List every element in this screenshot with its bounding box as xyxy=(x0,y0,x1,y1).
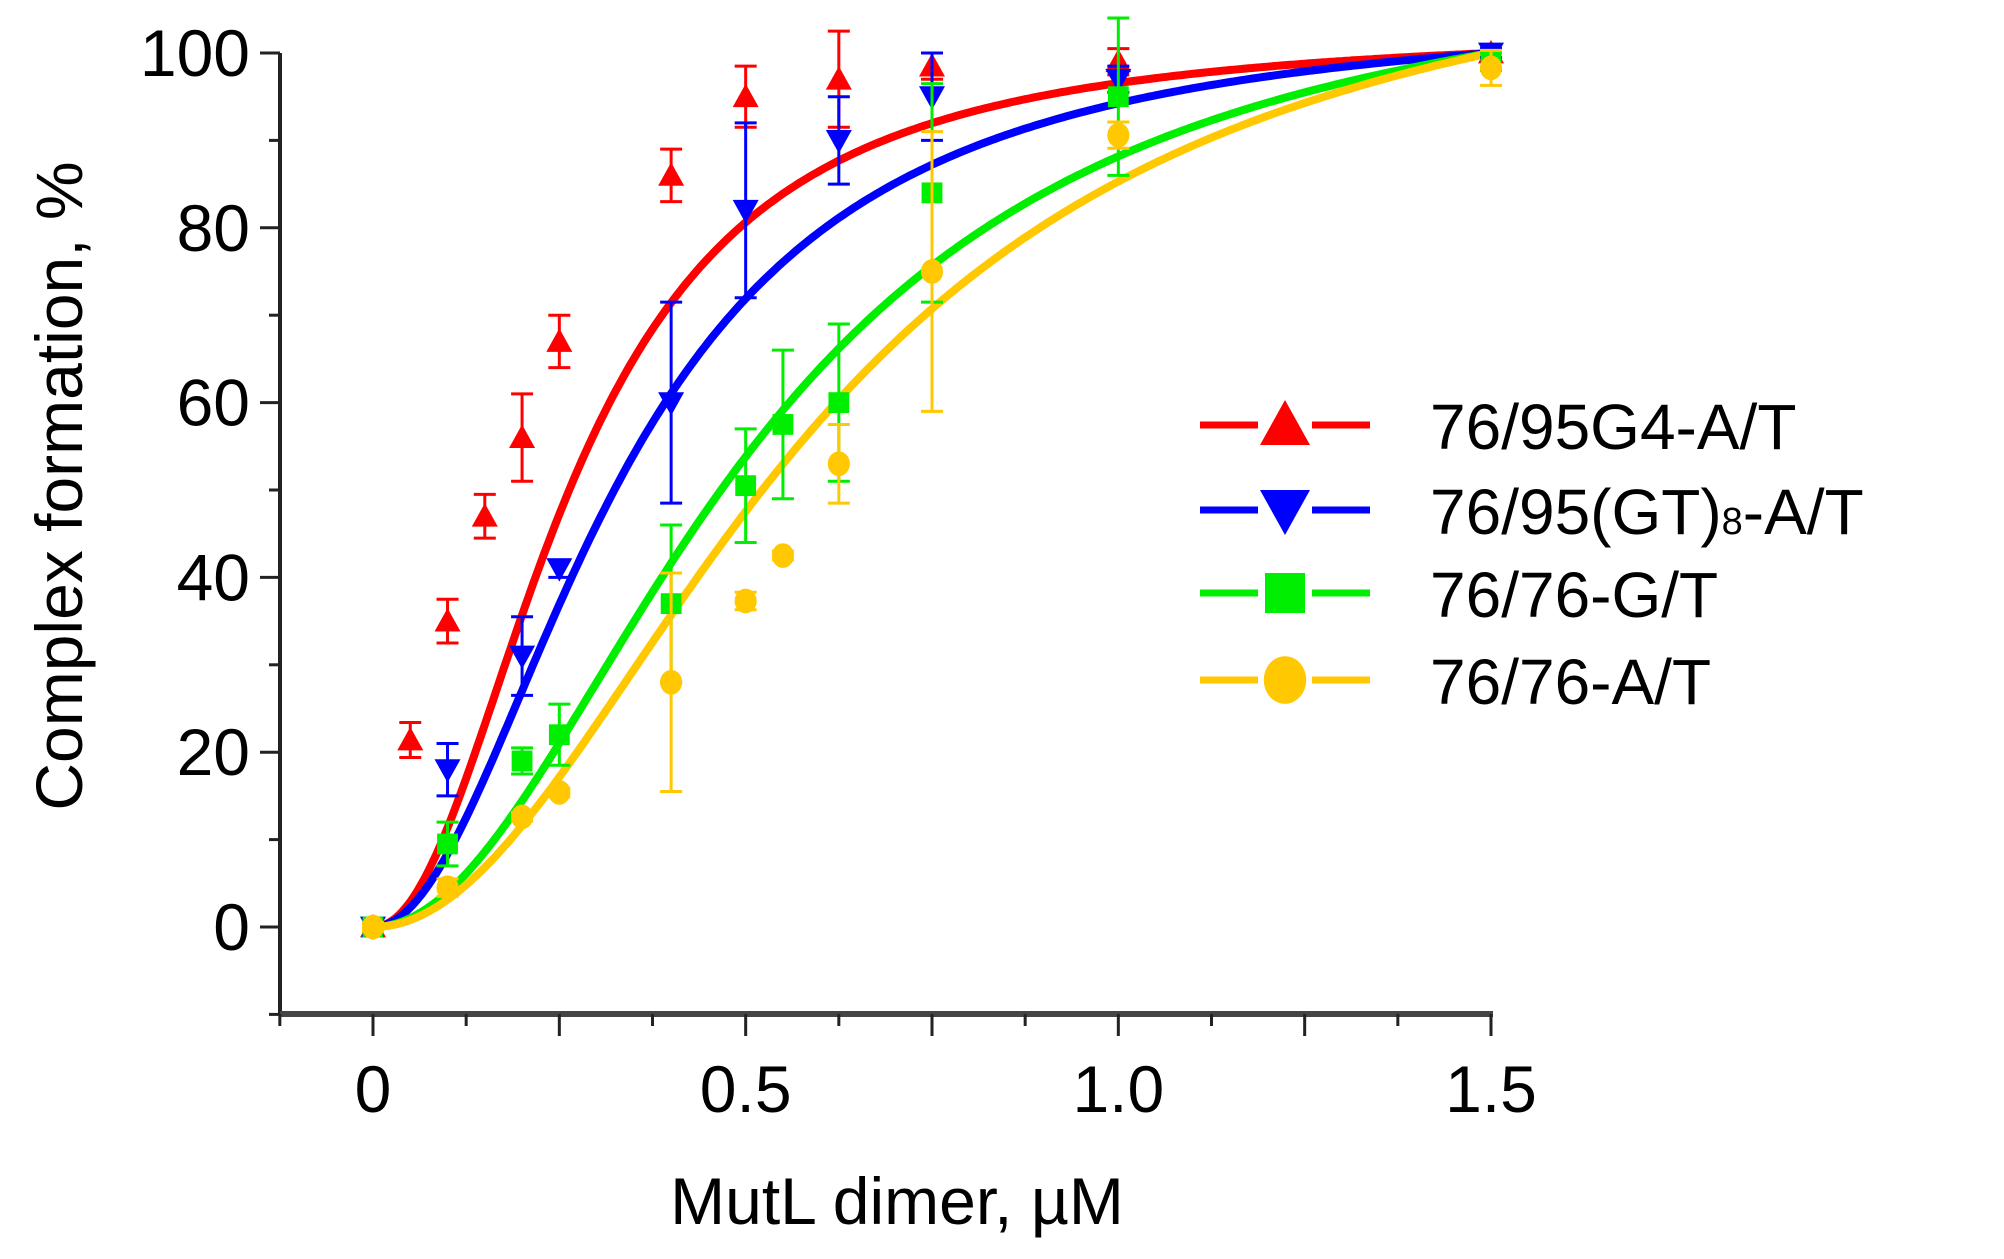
legend-item-76-76-gt: 76/76-G/T xyxy=(1200,559,1718,631)
triangle-down-icon xyxy=(732,199,759,224)
circle-icon xyxy=(1200,656,1370,704)
x-axis-title: MutL dimer, µM xyxy=(670,1164,1124,1238)
triangle-down-icon xyxy=(658,392,685,416)
triangle-up-icon xyxy=(732,83,759,108)
square-icon xyxy=(1265,573,1305,613)
y-tick-label: 0 xyxy=(213,890,250,964)
y-tick-label: 20 xyxy=(177,715,250,789)
y-tick-label: 80 xyxy=(177,191,250,265)
square-icon xyxy=(735,475,757,497)
triangle-up-icon xyxy=(825,66,852,90)
triangle-down-icon xyxy=(546,558,573,582)
triangle-down-icon xyxy=(509,645,536,670)
triangle-up-icon xyxy=(434,608,461,632)
triangle-down-icon xyxy=(1200,490,1370,535)
square-icon xyxy=(772,414,794,435)
circle-icon xyxy=(1107,122,1130,148)
circle-icon xyxy=(771,543,794,568)
legend-item-76-76-at: 76/76-A/T xyxy=(1200,646,1711,718)
legend-label: 76/95G4-A/T xyxy=(1430,391,1796,463)
circle-icon xyxy=(920,259,944,284)
y-axis-title: Complex formation, % xyxy=(22,161,96,810)
triangle-up-icon xyxy=(509,424,536,448)
triangle-down-icon xyxy=(1260,490,1310,535)
square-icon xyxy=(437,833,458,855)
circle-icon xyxy=(1263,656,1307,704)
triangle-up-icon xyxy=(471,503,498,527)
legend-label: 76/76-G/T xyxy=(1430,559,1718,631)
circle-icon xyxy=(548,780,571,805)
x-tick-label: 0 xyxy=(355,1052,392,1126)
square-icon xyxy=(828,392,850,413)
triangle-down-icon xyxy=(825,130,852,154)
circle-icon xyxy=(511,804,534,830)
circle-icon xyxy=(361,914,385,940)
triangle-up-icon xyxy=(1200,400,1370,445)
triangle-up-icon xyxy=(1260,400,1310,445)
legend-item-76-95gt8-at: 76/95(GT)8-A/T xyxy=(1200,476,1864,548)
series-76/76-A/T xyxy=(361,48,1503,940)
circle-icon xyxy=(734,588,757,614)
circle-icon xyxy=(660,669,683,695)
legend-label: 76/95(GT)8-A/T xyxy=(1430,476,1864,548)
circle-icon xyxy=(436,875,459,901)
circle-icon xyxy=(827,451,850,477)
triangle-down-icon xyxy=(434,759,461,783)
x-tick-label: 1.0 xyxy=(1072,1052,1164,1126)
circle-icon xyxy=(1479,55,1503,81)
data-points xyxy=(360,16,1504,940)
x-tick-label: 1.5 xyxy=(1445,1052,1537,1126)
triangle-up-icon xyxy=(546,328,573,352)
square-icon xyxy=(1107,86,1129,108)
square-icon xyxy=(548,724,570,746)
legend: 76/95G4-A/T 76/95(GT)8-A/T 76/76-G/T 76/… xyxy=(1200,391,1864,718)
y-tick-label: 40 xyxy=(177,540,250,614)
legend-label: 76/76-A/T xyxy=(1430,646,1711,718)
x-tick-label: 0.5 xyxy=(700,1052,792,1126)
triangle-up-icon xyxy=(658,162,685,186)
square-icon xyxy=(511,750,533,772)
legend-item-76-95g4-at: 76/95G4-A/T xyxy=(1200,391,1796,463)
axes: 0 20 40 60 80 100 0 0.5 1.0 1.5 xyxy=(140,16,1537,1126)
triangle-up-icon xyxy=(397,726,424,751)
square-icon xyxy=(1200,573,1370,613)
y-tick-label: 100 xyxy=(140,16,250,90)
y-tick-label: 60 xyxy=(177,366,250,440)
